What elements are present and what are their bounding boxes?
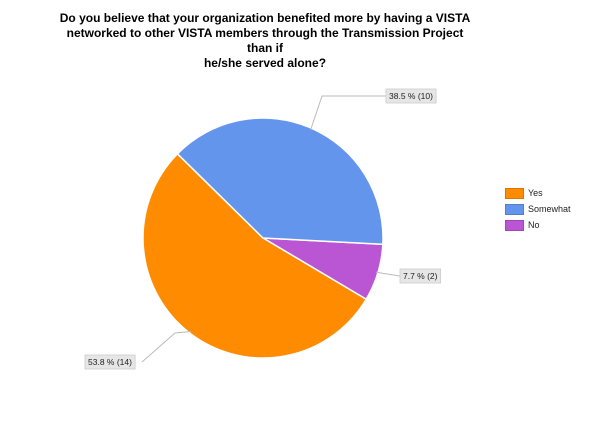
data-label-box-no — [399, 268, 442, 284]
data-label-text-yes: 53.8 % (14) — [88, 357, 132, 367]
data-label-box-somewhat — [385, 88, 437, 104]
leader-line-yes — [141, 330, 192, 363]
legend-swatch-yes — [505, 187, 524, 199]
legend-label-somewhat: Somewhat — [528, 204, 571, 214]
legend-item-yes: Yes — [505, 185, 571, 201]
legend: Yes Somewhat No — [505, 185, 571, 233]
chart-title: Do you believe that your organization be… — [59, 11, 471, 70]
data-label-no: 7.7 % (2) — [399, 268, 442, 284]
data-label-somewhat: 38.5 % (10) — [385, 88, 437, 104]
legend-label-yes: Yes — [528, 188, 543, 198]
legend-swatch-no — [505, 219, 524, 231]
legend-item-somewhat: Somewhat — [505, 201, 571, 217]
data-label-yes: 53.8 % (14) — [84, 354, 136, 370]
data-label-box-yes — [84, 354, 136, 370]
pie-slice-yes — [142, 152, 368, 359]
legend-label-no: No — [528, 220, 540, 230]
leader-line-somewhat — [310, 95, 386, 131]
legend-item-no: No — [505, 217, 571, 233]
legend-swatch-somewhat — [505, 203, 524, 215]
data-label-text-somewhat: 38.5 % (10) — [389, 91, 433, 101]
data-label-text-no: 7.7 % (2) — [403, 271, 438, 281]
leader-line-no — [375, 271, 401, 277]
